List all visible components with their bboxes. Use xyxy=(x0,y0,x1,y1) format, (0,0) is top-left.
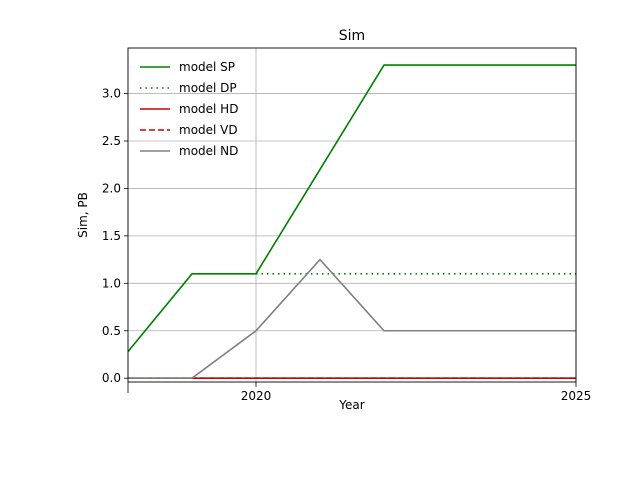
x-tick-label: 2020 xyxy=(241,389,272,403)
y-tick-label: 2.5 xyxy=(102,134,121,148)
series-lines xyxy=(127,64,576,380)
legend-label: model HD xyxy=(179,102,238,116)
y-tick-label: 1.5 xyxy=(102,229,121,243)
y-tick-label: 0.0 xyxy=(102,371,121,385)
legend: model SP model DP model HD model VD model ND xyxy=(140,60,238,158)
series-line-model-nd xyxy=(128,258,576,380)
chart-title: Sim xyxy=(339,28,365,44)
y-axis-label: Sim, PB xyxy=(76,192,90,238)
legend-label: model DP xyxy=(179,81,237,95)
y-tick-label: 0.5 xyxy=(102,324,121,338)
y-tick-label: 3.0 xyxy=(102,87,121,101)
x-axis-label: Year xyxy=(338,398,364,412)
y-tick-label: 1.0 xyxy=(102,276,121,290)
plot-frame xyxy=(127,47,577,383)
y-axis-ticks: 0.0 0.5 1.0 1.5 2.0 2.5 3.0 xyxy=(102,87,128,385)
legend-label: model VD xyxy=(179,123,238,137)
y-tick-label: 2.0 xyxy=(102,181,121,195)
series-line-model-sp xyxy=(127,64,576,353)
legend-label: model ND xyxy=(179,144,238,158)
plot-area xyxy=(128,48,576,382)
x-axis-ticks: 2020 2025 xyxy=(127,382,592,403)
x-tick-label: 2025 xyxy=(561,389,592,403)
legend-label: model SP xyxy=(179,60,235,74)
